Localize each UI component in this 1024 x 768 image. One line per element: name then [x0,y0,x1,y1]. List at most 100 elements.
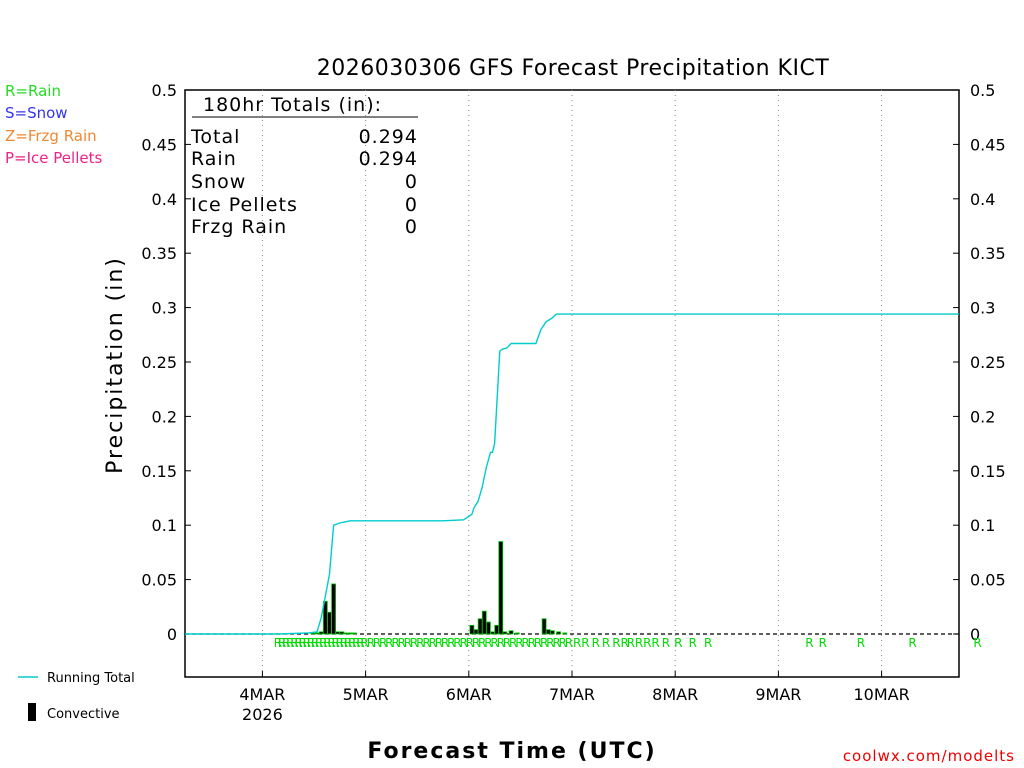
rain-marker: R [398,636,406,650]
convective-bar [481,610,487,635]
rain-marker: R [356,636,364,650]
rain-marker: R [472,636,480,650]
rain-marker: R [573,636,581,650]
rain-marker: R [552,636,560,650]
credit-text: coolwx.com/modelts [843,747,1015,765]
rain-marker: R [643,636,651,650]
rain-marker: R [319,636,327,650]
totals-label-total: Total [190,126,240,148]
legend-convective: Convective [47,707,120,722]
convective-bar [494,624,500,635]
y-tick-label-left: 0.2 [152,407,177,426]
y-tick-label-right: 0.3 [970,299,995,318]
rain-marker: R [429,636,437,650]
rain-marker: R [503,636,511,650]
convective-bar [514,632,520,635]
convective-bar [541,618,547,635]
y-tick-label-right: 0.15 [970,462,1006,481]
rain-marker: R [286,636,294,650]
rain-marker: R [453,636,461,650]
convective-bar [343,632,349,635]
y-tick-label-right: 0.35 [970,244,1006,263]
rain-marker: R [627,636,635,650]
legend-running-total: Running Total [47,671,135,686]
totals-value-rain: 0.294 [359,148,418,170]
legend-rain: R=Rain [5,82,61,100]
precip-type-markers: RRRRRRRRRRRRRRRRRRRRRRRRRRRRRRRRRRRRRRRR… [274,636,982,650]
rain-marker: R [348,636,356,650]
rain-marker: R [303,636,311,650]
y-tick-label-left: 0 [167,625,177,644]
rain-marker: R [385,636,393,650]
rain-marker: R [416,636,424,650]
y-axis-label: Precipitation (in) [103,256,128,474]
running-total-line [185,313,959,635]
rain-marker: R [311,636,319,650]
rain-marker: R [819,636,827,650]
y-tick-label-left: 0.1 [152,516,177,535]
convective-bar [490,631,495,635]
convective-bar [556,631,561,635]
x-tick-label: 5MAR [343,685,389,704]
rain-marker: R [340,636,348,650]
rain-marker: R [360,636,368,650]
rain-marker: R [515,636,523,650]
rain-marker: R [327,636,335,650]
rain-marker: R [509,636,517,650]
convective-bar [331,583,337,635]
y-tick-label-left: 0.4 [152,190,177,209]
x-axis: 4MAR 5MAR 6MAR 7MAR 8MAR 9MAR 10MAR 2026 [239,671,910,724]
rain-marker: R [540,636,548,650]
y-tick-label-left: 0.05 [141,571,177,590]
rain-marker: R [805,636,813,650]
totals-label-snow: Snow [191,171,246,193]
rain-marker: R [662,636,670,650]
rain-marker: R [379,636,387,650]
rain-marker: R [857,636,865,650]
rain-marker: R [581,636,589,650]
rain-marker: R [459,636,467,650]
rain-marker: R [635,636,643,650]
y-tick-label-right: 0.4 [970,190,995,209]
rain-marker: R [521,636,529,650]
y-tick-label-left: 0.25 [141,353,177,372]
rain-marker: R [367,636,375,650]
convective-bar [502,631,508,635]
rain-marker: R [307,636,315,650]
y-tick-label-right: 0.25 [970,353,1006,372]
totals-label-rain: Rain [191,148,237,170]
y-tick-label-right: 0.05 [970,571,1006,590]
convective-bar [477,618,483,635]
y-tick-label-right: 0 [970,625,980,644]
totals-label-frzg-rain: Frzg Rain [191,216,287,238]
convective-bar [545,629,551,635]
rain-marker: R [274,636,282,650]
totals-value-snow: 0 [405,171,418,193]
y-tick-label-left: 0.35 [141,244,177,263]
rain-marker: R [447,636,455,650]
y-tick-label-right: 0.5 [970,81,995,100]
rain-marker: R [497,636,505,650]
rain-marker: R [294,636,302,650]
rain-marker: R [559,636,567,650]
rain-marker: R [344,636,352,650]
rain-marker: R [565,636,573,650]
rain-marker: R [336,636,344,650]
rain-marker: R [466,636,474,650]
legend-ice-pellets: P=Ice Pellets [5,149,102,167]
rain-marker: R [973,636,981,650]
y-tick-label-left: 0.5 [152,81,177,100]
rain-marker: R [478,636,486,650]
rain-marker: R [528,636,536,650]
rain-marker: R [651,636,659,650]
convective-bar [351,632,357,635]
rain-marker: R [546,636,554,650]
rain-marker: R [290,636,298,650]
x-tick-label: 7MAR [549,685,595,704]
convective-bar [549,630,555,635]
rain-marker: R [704,636,712,650]
x-tick-label: 4MAR [239,685,285,704]
convective-bar [347,632,353,635]
totals-value-total: 0.294 [359,126,418,148]
